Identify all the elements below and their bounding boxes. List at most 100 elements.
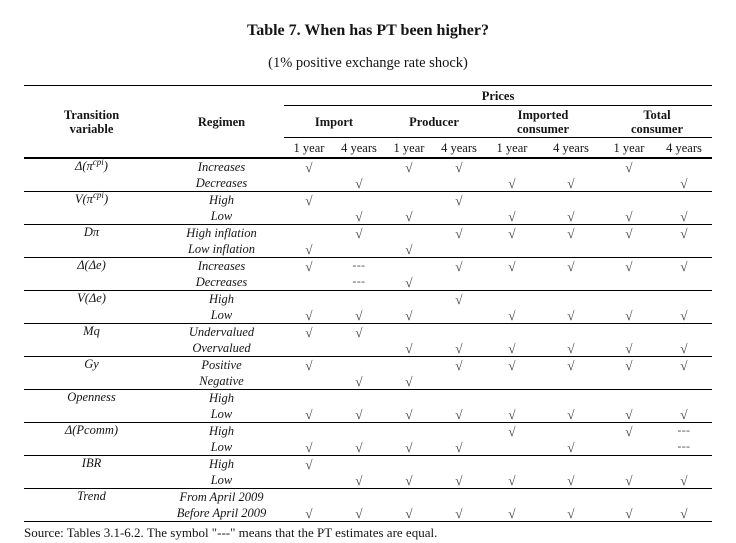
check-mark-cell: √: [384, 208, 434, 225]
check-mark-cell: √: [434, 340, 484, 357]
empty-cell: [484, 439, 540, 456]
check-mark-cell: √: [602, 208, 656, 225]
empty-cell: [384, 489, 434, 506]
check-mark-cell: √: [567, 258, 575, 274]
superscript: cpi: [92, 156, 104, 167]
col-header-4-years: 4 years: [434, 137, 484, 159]
empty-cell: [656, 192, 712, 209]
check-mark-cell: √: [455, 258, 463, 274]
check-mark-cell: √: [334, 439, 384, 456]
regimen-label: High: [209, 423, 234, 438]
check-mark-cell: √: [625, 357, 633, 373]
check-mark-cell: √: [625, 225, 633, 241]
col-header-4-years: 4 years: [540, 137, 602, 159]
check-mark-cell: √: [384, 307, 434, 324]
check-mark-cell: √: [602, 505, 656, 522]
check-mark-cell: √: [540, 505, 602, 522]
table-subtitle: (1% positive exchange rate shock): [268, 55, 468, 71]
check-mark-cell: √: [384, 373, 434, 390]
table-row: V(πcpi) High √ √: [24, 190, 712, 225]
check-mark-cell: √: [540, 406, 602, 423]
empty-cell: [656, 324, 712, 341]
check-mark-cell: √: [284, 505, 334, 522]
regimen-label: High inflation: [186, 225, 257, 240]
empty-cell: [656, 390, 712, 407]
transition-variable-label: Δ(Δe): [24, 257, 159, 291]
col-header-1-year: 1 year: [384, 137, 434, 159]
table-row: IBR High √: [24, 455, 712, 489]
check-mark-cell: √: [602, 340, 656, 357]
empty-cell: [284, 225, 334, 242]
empty-cell: [434, 241, 484, 258]
check-mark-cell: √: [434, 505, 484, 522]
check-mark-cell: √: [625, 423, 633, 439]
empty-cell: [656, 291, 712, 308]
empty-cell: [334, 241, 384, 258]
check-mark-cell: √: [656, 307, 712, 324]
regimen-label: Low inflation: [159, 241, 284, 258]
check-mark-cell: √: [484, 472, 540, 489]
transition-variable-label: IBR: [24, 455, 159, 489]
empty-cell: [656, 456, 712, 473]
empty-cell: [602, 175, 656, 192]
regimen-label: Decreases: [159, 175, 284, 192]
empty-cell: [602, 489, 656, 506]
table-row: Low √ √ √ √ √ √: [24, 208, 712, 225]
check-mark-cell: √: [540, 175, 602, 192]
empty-cell: [484, 274, 540, 291]
check-mark-cell: √: [384, 439, 434, 456]
check-mark-cell: √: [334, 307, 384, 324]
check-mark-cell: √: [434, 406, 484, 423]
price-group-header-row: Import Producer Imported consumer Total con…: [24, 105, 712, 138]
empty-cell: [384, 324, 434, 341]
check-mark-cell: √: [455, 225, 463, 241]
empty-cell: [484, 324, 540, 341]
check-mark-cell: √: [334, 472, 384, 489]
empty-cell: [484, 373, 540, 390]
check-mark-cell: √: [305, 324, 313, 340]
equal-dash-cell: ---: [352, 259, 366, 272]
check-mark-cell: √: [540, 307, 602, 324]
col-header-1-year: 1 year: [284, 137, 334, 159]
table-row: Openness High: [24, 389, 712, 423]
empty-cell: [384, 175, 434, 192]
col-header-total-consumer: Total consumer: [602, 105, 712, 138]
col-header-imported-consumer: Imported consumer: [484, 105, 602, 138]
check-mark-cell: √: [508, 357, 516, 373]
check-mark-cell: √: [434, 439, 484, 456]
table-row: V(Δe) High √: [24, 290, 712, 324]
empty-cell: [284, 291, 334, 308]
check-mark-cell: √: [508, 225, 516, 241]
regimen-label: Positive: [201, 357, 242, 372]
check-mark-cell: √: [484, 340, 540, 357]
regimen-label: Decreases: [159, 274, 284, 291]
empty-cell: [334, 158, 384, 175]
table-row: Negative √ √: [24, 373, 712, 390]
empty-cell: [434, 373, 484, 390]
empty-cell: [384, 258, 434, 275]
regimen-label: Low: [159, 307, 284, 324]
empty-cell: [334, 357, 384, 374]
check-mark-cell: √: [334, 406, 384, 423]
check-mark-cell: √: [284, 307, 334, 324]
regimen-label: Low: [159, 406, 284, 423]
check-mark-cell: √: [680, 357, 688, 373]
empty-cell: [540, 324, 602, 341]
check-mark-cell: √: [540, 340, 602, 357]
empty-cell: [602, 291, 656, 308]
check-mark-cell: √: [567, 357, 575, 373]
check-mark-cell: √: [455, 192, 463, 208]
table-row: Low √ √ √ √ √ √ √: [24, 307, 712, 324]
table-row: Dπ High inflation √ √ √ √ √ √: [24, 224, 712, 258]
regimen-label: Undervalued: [188, 324, 255, 339]
col-header-4-years: 4 years: [334, 137, 384, 159]
col-header-producer: Producer: [384, 105, 484, 138]
check-mark-cell: √: [384, 274, 434, 291]
empty-cell: [284, 423, 334, 440]
empty-cell: [540, 291, 602, 308]
source-note: Source: Tables 3.1-6.2. The symbol "---"…: [24, 525, 438, 540]
empty-cell: [602, 241, 656, 258]
empty-cell: [540, 241, 602, 258]
empty-cell: [602, 324, 656, 341]
empty-cell: [384, 225, 434, 242]
